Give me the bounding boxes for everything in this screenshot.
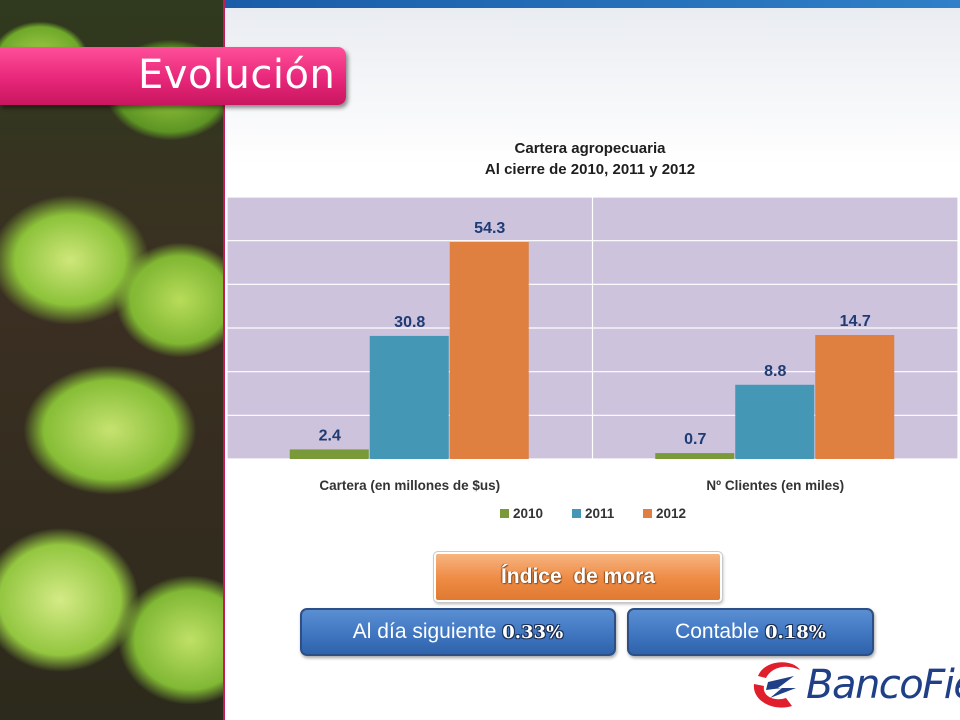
legend-swatch (572, 509, 581, 518)
bar (815, 335, 895, 459)
legend-swatch (500, 509, 509, 518)
mora-index-title: Índice de mora (500, 565, 656, 588)
mora-index-tag: Índice de mora (433, 551, 723, 603)
chart-title-block: Cartera agropecuaria Al cierre de 2010, … (420, 138, 760, 180)
data-label: 54.3 (474, 220, 505, 237)
bar (735, 384, 815, 459)
lettuce-photo (0, 0, 225, 720)
data-label: 2.4 (319, 427, 341, 444)
bancofie-logo-text: BancoFie (806, 662, 960, 708)
data-label: 0.7 (684, 431, 706, 448)
title-tag (0, 47, 346, 105)
slide-title: Evolución (138, 52, 336, 98)
legend-label: 2010 (513, 506, 543, 521)
mora-next-day-value: 0.33% (502, 622, 564, 643)
mora-next-day-label: Al día siguiente (352, 620, 503, 643)
legend-label: 2011 (585, 506, 615, 521)
bar (655, 453, 735, 459)
legend-label: 2012 (656, 506, 686, 521)
bar (369, 335, 449, 459)
category-label: Nº Clientes (en miles) (706, 478, 844, 493)
chart-canvas: 2.4 30.8 54.3 Cartera (en millones de $us) 0… (226, 196, 959, 521)
chart-title: Cartera agropecuaria (514, 140, 666, 157)
bancofie-logo-icon (753, 662, 800, 708)
data-label: 8.8 (764, 363, 786, 380)
bar-chart: 2.4 30.8 54.3 Cartera (en millones de $us) 0… (225, 187, 960, 530)
bar (449, 242, 529, 459)
mora-next-day-pill: Al día siguiente 0.33% (300, 608, 616, 656)
legend-swatch (643, 509, 652, 518)
mora-accounting-pill: Contable 0.18% (627, 608, 874, 656)
mora-accounting-value: 0.18% (764, 622, 826, 643)
data-label: 14.7 (840, 313, 871, 330)
bancofie-logo: BancoFie (748, 654, 960, 714)
photo-divider (223, 0, 225, 720)
bar (289, 449, 369, 459)
chart-subtitle: Al cierre de 2010, 2011 y 2012 (484, 161, 696, 178)
category-label: Cartera (en millones de $us) (319, 478, 500, 493)
data-label: 30.8 (394, 314, 425, 331)
mora-accounting-label: Contable (675, 620, 765, 643)
top-accent-bar (225, 0, 960, 8)
